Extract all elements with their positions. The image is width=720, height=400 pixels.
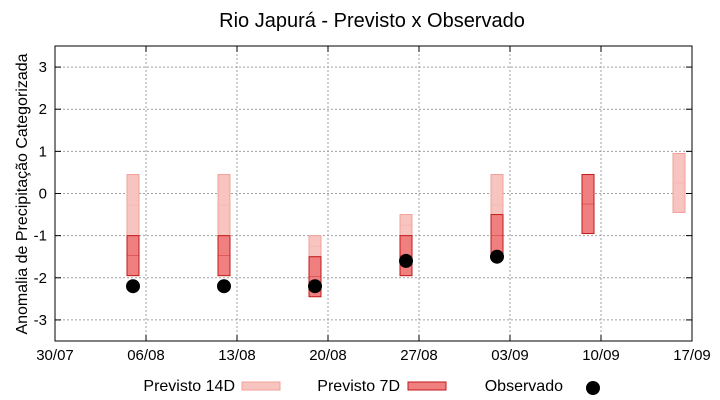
- observed-points: [126, 249, 504, 294]
- x-tick-label: 06/08: [127, 347, 165, 364]
- legend-swatch: [586, 381, 600, 395]
- y-tick-label: -1: [34, 228, 47, 245]
- observed-point: [217, 279, 231, 294]
- y-tick-label: 3: [39, 59, 47, 76]
- legend-label: Previsto 14D: [143, 378, 235, 395]
- y-axis-label: Anomalia de Precipitação Categorizada: [14, 53, 31, 334]
- legend-label: Observado: [485, 378, 563, 395]
- y-tick-label: -2: [34, 270, 47, 287]
- legend: Previsto 14D Previsto 7D Observado: [143, 378, 600, 395]
- x-tick-label: 20/08: [309, 347, 347, 364]
- observed-point: [126, 279, 140, 294]
- observed-point: [490, 249, 504, 264]
- observed-point: [399, 253, 413, 268]
- x-tick-label: 10/09: [582, 347, 620, 364]
- chart-title: Rio Japurá - Previsto x Observado: [219, 10, 525, 32]
- forecast-boxes: [126, 152, 686, 298]
- observed-point: [308, 279, 322, 294]
- x-tick-label: 27/08: [400, 347, 438, 364]
- x-tick-label: 03/09: [491, 347, 529, 364]
- y-tick-label: 1: [39, 143, 47, 160]
- y-tick-label: 0: [39, 186, 47, 203]
- x-tick-label: 30/07: [36, 347, 74, 364]
- legend-swatch: [407, 381, 447, 391]
- y-tick-label: 2: [39, 101, 47, 118]
- x-tick-label: 17/09: [673, 347, 711, 364]
- grid-lines: [55, 46, 692, 341]
- y-tick-label: -3: [34, 312, 47, 329]
- legend-label: Previsto 7D: [317, 378, 400, 395]
- x-tick-label: 13/08: [218, 347, 256, 364]
- legend-swatch: [241, 381, 281, 391]
- axis-ticks: -3 -2 -1 0 1 2 3 30/07 06/08 13/08 20/08 27/08 03/09…: [34, 46, 711, 364]
